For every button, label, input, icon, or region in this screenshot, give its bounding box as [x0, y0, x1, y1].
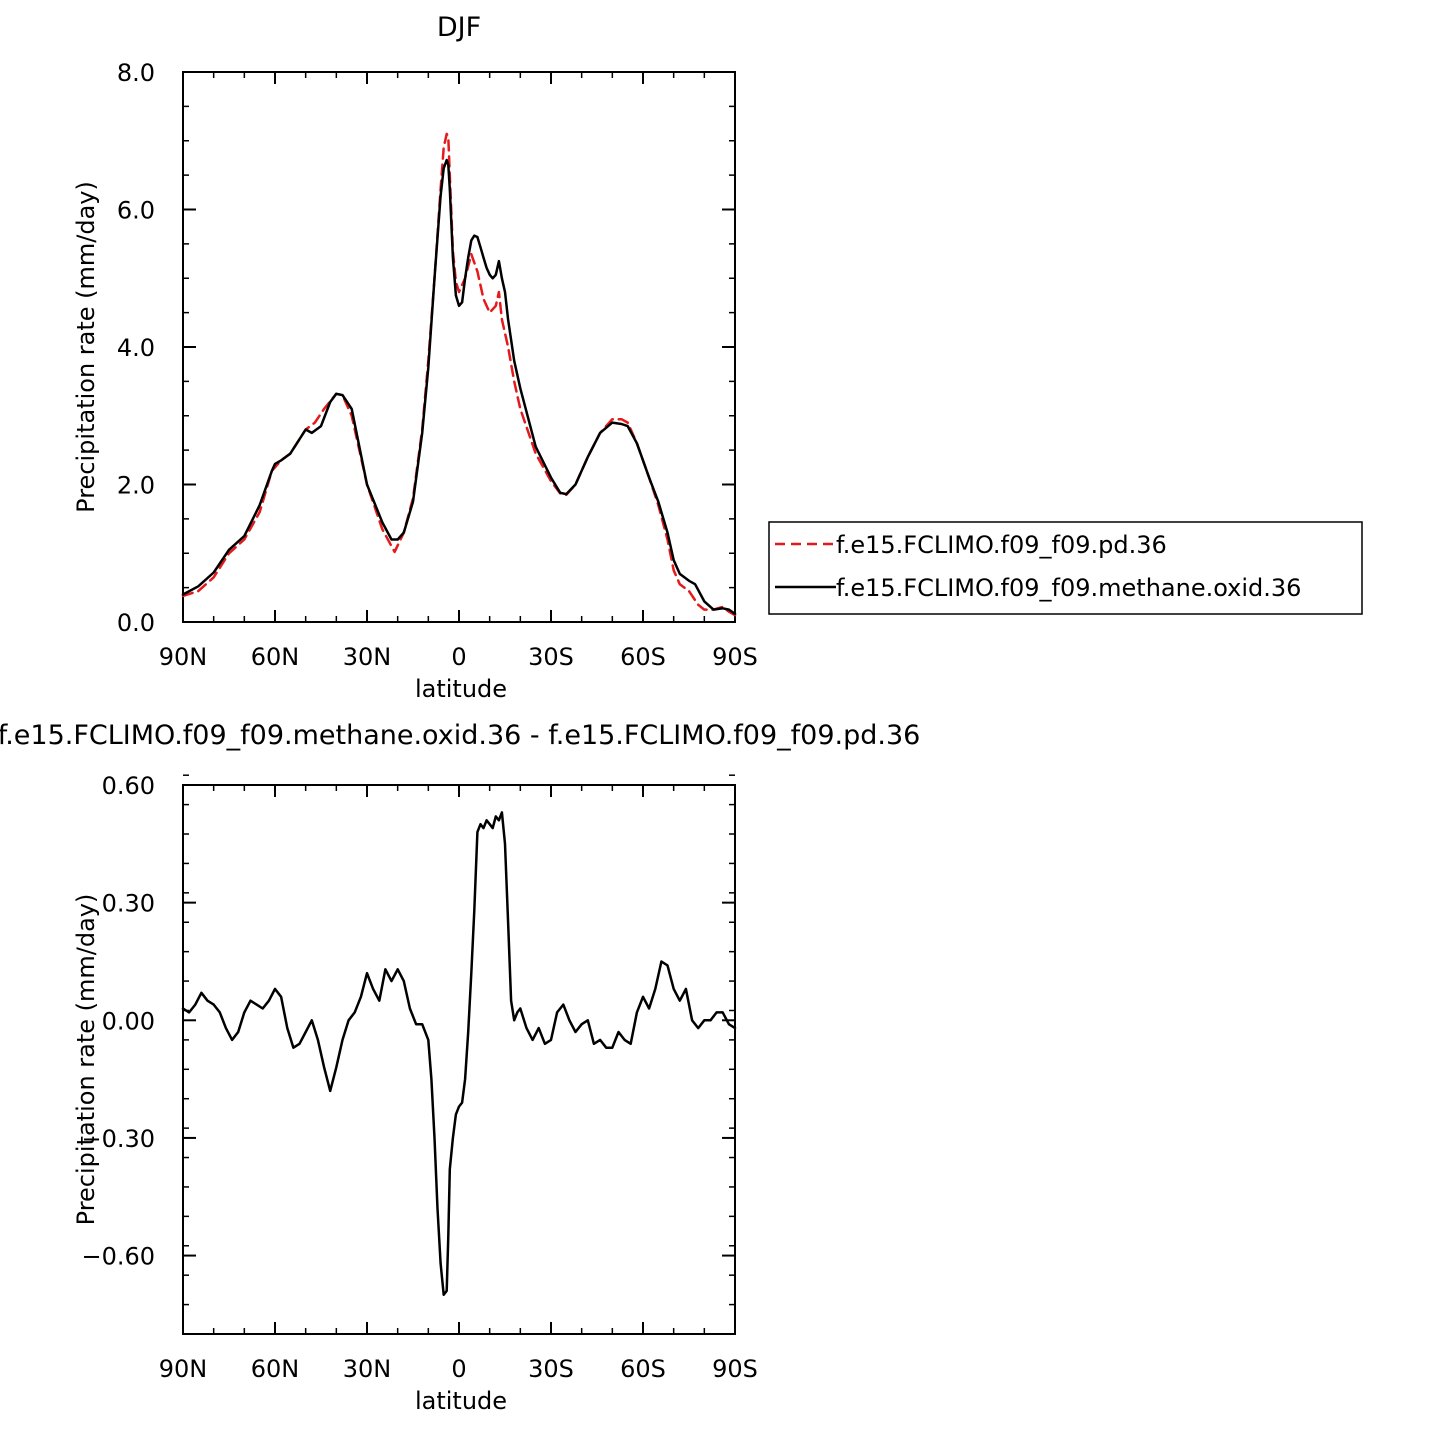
y-tick-label: 0.0 [117, 609, 155, 637]
x-tick-label: 90N [159, 1355, 208, 1383]
series-line-1 [181, 132, 737, 617]
x-axis-label: latitude [415, 1387, 507, 1415]
y-axis-label: Precipitation rate (mm/day) [72, 181, 100, 513]
series-line-2 [181, 158, 737, 616]
x-axis-label: latitude [415, 675, 507, 703]
chart-title: DJF [437, 12, 481, 43]
y-tick-label: 0.60 [102, 772, 155, 800]
chart-panel-2 [181, 774, 737, 1335]
y-tick-label: 2.0 [117, 472, 155, 500]
x-tick-label: 0 [451, 1355, 466, 1383]
y-tick-label: −0.60 [81, 1243, 155, 1271]
x-tick-label: 60S [620, 1355, 666, 1383]
x-tick-label: 30S [528, 1355, 574, 1383]
x-tick-label: 30N [343, 643, 392, 671]
x-tick-label: 90S [712, 643, 758, 671]
y-tick-label: 0.30 [102, 890, 155, 918]
y-tick-label: −0.30 [81, 1125, 155, 1153]
legend-label: f.e15.FCLIMO.f09_f09.methane.oxid.36 [836, 574, 1301, 602]
x-tick-label: 60N [251, 643, 300, 671]
y-axis-label: Precipitation rate (mm/day) [72, 894, 100, 1226]
y-tick-label: 8.0 [117, 59, 155, 87]
x-tick-label: 60S [620, 643, 666, 671]
series-line-1 [181, 811, 737, 1297]
legend-box [768, 521, 1363, 615]
legend-label: f.e15.FCLIMO.f09_f09.pd.36 [836, 531, 1167, 559]
legend: f.e15.FCLIMO.f09_f09.pd.36 f.e15.FCLIMO.f… [768, 521, 1363, 615]
x-tick-label: 90S [712, 1355, 758, 1383]
y-tick-label: 6.0 [117, 197, 155, 225]
chart-title: f.e15.FCLIMO.f09_f09.methane.oxid.36 - f… [0, 720, 920, 751]
x-tick-label: 30S [528, 643, 574, 671]
x-tick-label: 90N [159, 643, 208, 671]
x-tick-label: 60N [251, 1355, 300, 1383]
y-tick-label: 0.00 [102, 1007, 155, 1035]
y-tick-label: 4.0 [117, 334, 155, 362]
x-tick-label: 30N [343, 1355, 392, 1383]
chart-panel-1: f.e15.FCLIMO.f09_f09.pd.36 f.e15.FCLIMO.f… [181, 71, 1363, 623]
x-tick-label: 0 [451, 643, 466, 671]
